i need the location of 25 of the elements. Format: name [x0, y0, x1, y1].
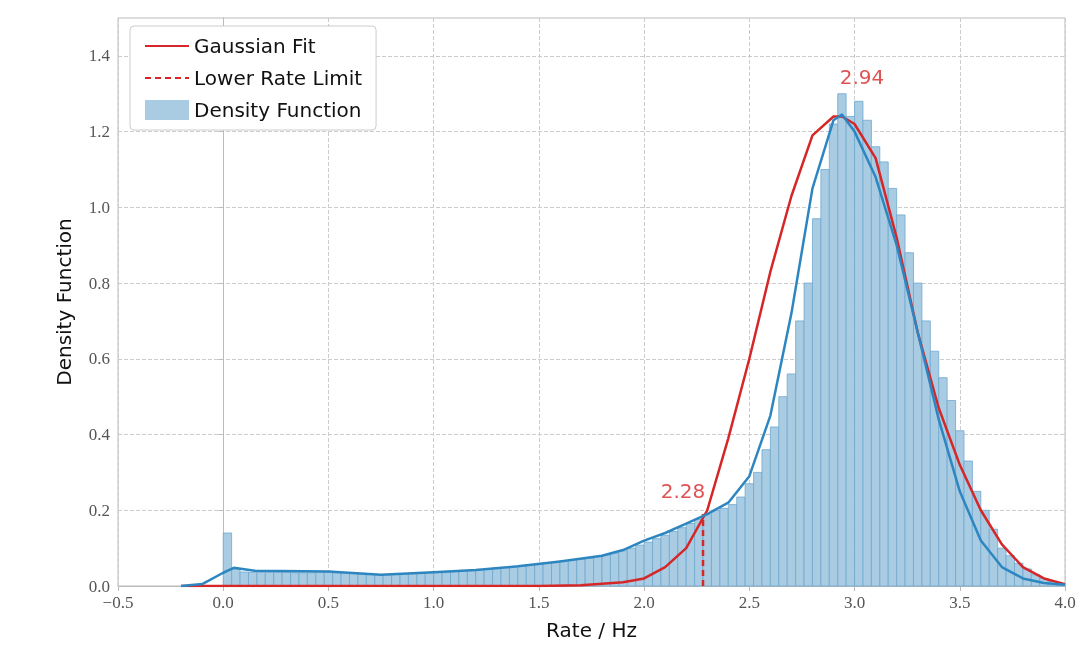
y-tick-label: 1.2	[88, 122, 110, 142]
y-tick-label: 0.6	[88, 349, 110, 369]
legend-label: Density Function	[194, 98, 362, 122]
x-tick-label: 1.0	[423, 593, 445, 612]
y-tick-label: 1.0	[88, 197, 110, 217]
x-tick-label: 0.0	[212, 593, 234, 612]
annotation: 2.94	[839, 65, 885, 90]
x-tick-label: −0.5	[102, 593, 134, 612]
y-tick-label: 0.8	[88, 273, 110, 293]
annotation: 2.28	[660, 479, 706, 504]
legend-label: Lower Rate Limit	[194, 66, 363, 90]
y-tick-label: 0.4	[88, 425, 111, 445]
x-tick-label: 0.5	[317, 593, 340, 612]
y-tick-label: 1.4	[88, 46, 111, 66]
x-axis-title: Rate / Hz	[546, 618, 637, 642]
x-tick-label: 2.5	[738, 593, 760, 612]
x-tick-label: 1.5	[528, 593, 550, 612]
x-tick-label: 3.5	[949, 593, 971, 612]
legend-label: Gaussian Fit	[194, 34, 316, 58]
y-axis-title: Density Function	[52, 218, 76, 386]
y-tick-label: 0.0	[88, 576, 110, 596]
y-tick-label: 0.2	[88, 500, 110, 520]
x-tick-label: 3.0	[843, 593, 866, 612]
x-tick-label: 4.0	[1054, 593, 1076, 612]
x-tick-label: 2.0	[633, 593, 655, 612]
